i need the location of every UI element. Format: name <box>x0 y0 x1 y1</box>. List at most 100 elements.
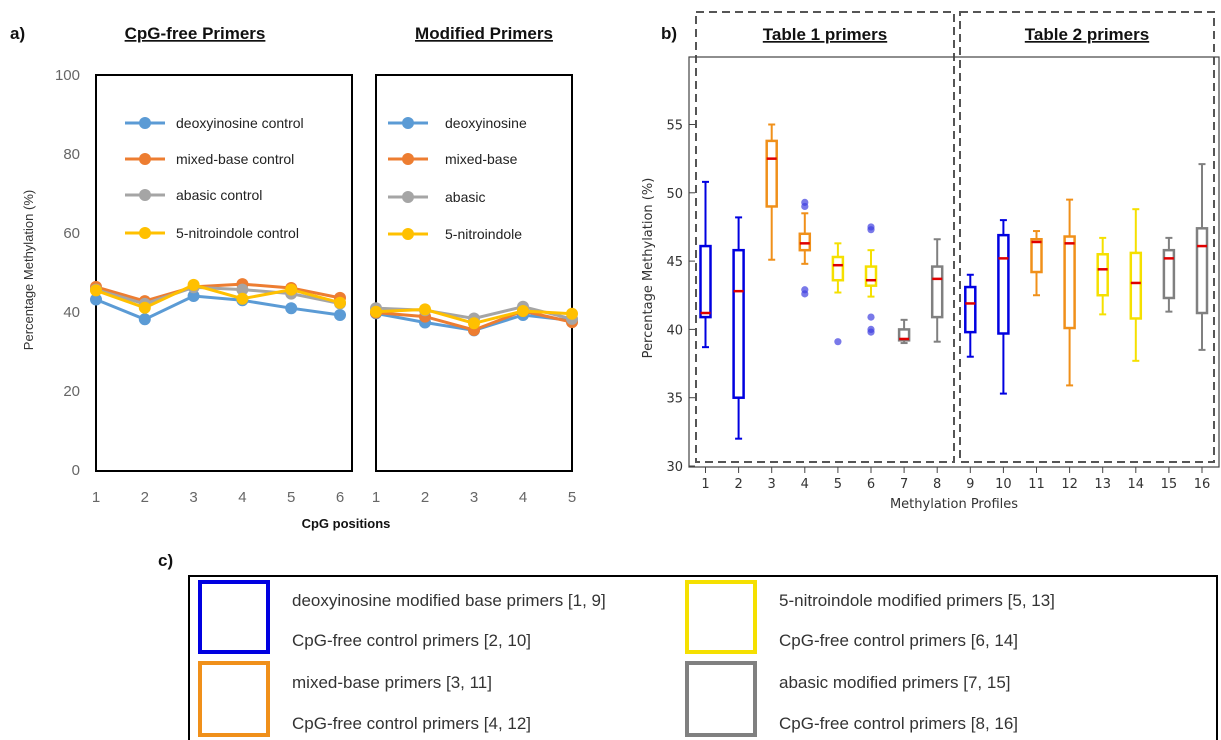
box-profile-16 <box>1195 163 1209 351</box>
x-tick-label: 9 <box>966 477 974 492</box>
data-point <box>236 292 249 305</box>
panel-a-y-axis-label: Percentage Methylation (%) <box>21 190 36 350</box>
x-tick-label: 2 <box>421 489 429 506</box>
legend-marker <box>402 153 414 165</box>
box-profile-9 <box>964 273 977 358</box>
x-tick-label: 16 <box>1194 477 1211 492</box>
legend-marker <box>139 117 151 129</box>
x-tick-label: 5 <box>834 477 842 492</box>
y-tick-label: 0 <box>72 462 80 479</box>
panel-a-right-title: Modified Primers <box>415 24 553 43</box>
panel-c-legend-frame <box>188 575 1218 740</box>
y-tick-label: 35 <box>666 392 683 407</box>
x-tick-label: 3 <box>189 489 197 506</box>
data-point <box>334 296 346 309</box>
series-line <box>95 285 341 306</box>
data-point <box>419 303 431 316</box>
panel-b-x-axis-label: Methylation Profiles <box>890 497 1018 512</box>
box-iqr <box>1030 237 1043 274</box>
box-profile-13 <box>1096 236 1109 316</box>
box-profile-6 <box>864 223 878 336</box>
legend-line-2: CpG-free control primers [2, 10] <box>292 631 531 650</box>
box-iqr <box>1129 251 1143 320</box>
legend-entry-abasic: abasic <box>388 189 485 205</box>
panel-a-x-axis-label: CpG positions <box>302 516 391 531</box>
outlier-point <box>867 313 875 321</box>
box-profile-3 <box>765 123 778 261</box>
table1-group-box <box>695 11 955 463</box>
box-profile-12 <box>1063 198 1076 387</box>
legend-line-2: CpG-free control primers [4, 12] <box>292 714 531 733</box>
box-iqr <box>997 233 1010 335</box>
series-line <box>95 294 341 321</box>
data-point <box>285 283 298 296</box>
x-tick-label: 1 <box>372 489 380 506</box>
legend-entry-5-nitroindole: 5-nitroindole <box>388 226 522 242</box>
legend-entry-mixed-base-control: mixed-base control <box>125 151 294 167</box>
panel-b-y-axis-label: Percentage Methylation (%) <box>641 178 656 359</box>
y-tick-label: 40 <box>63 304 80 321</box>
legend-entry-deoxyinosine: deoxyinosine <box>388 115 527 131</box>
panel-a-left-title: CpG-free Primers <box>125 24 266 43</box>
x-tick-label: 6 <box>336 489 344 506</box>
legend-label: deoxyinosine <box>445 115 527 131</box>
x-tick-label: 10 <box>995 477 1012 492</box>
legend-entry-mixed-base: mixed-base <box>388 151 518 167</box>
legend-label: 5-nitroindole control <box>176 225 299 241</box>
box-profile-8 <box>930 238 944 343</box>
data-point <box>334 309 346 321</box>
legend-entry-5-nitroindole-control: 5-nitroindole control <box>125 225 299 241</box>
box-profile-11 <box>1030 230 1043 297</box>
legend-marker <box>402 117 414 129</box>
box-iqr <box>1162 248 1176 300</box>
legend-swatch <box>685 661 757 737</box>
y-tick-label: 60 <box>63 225 80 242</box>
x-tick-label: 8 <box>933 477 941 492</box>
data-point <box>138 313 151 326</box>
y-tick-label: 20 <box>63 383 80 400</box>
table2-group-box <box>959 11 1215 463</box>
box-profile-5 <box>831 242 845 346</box>
panel-b-plot-frame <box>688 56 1220 468</box>
legend-swatch <box>198 661 270 737</box>
x-tick-label: 2 <box>734 477 742 492</box>
box-profile-2 <box>732 216 745 440</box>
panel-b-y-axis: 30 35 40 45 50 55 <box>666 119 695 475</box>
x-tick-label: 1 <box>701 477 709 492</box>
x-tick-label: 15 <box>1161 477 1178 492</box>
table2-group-title: Table 2 primers <box>1025 25 1149 44</box>
data-point <box>285 302 298 315</box>
y-tick-label: 80 <box>63 146 80 163</box>
data-point <box>90 284 102 297</box>
legend-marker <box>402 228 414 240</box>
box-iqr <box>964 285 977 334</box>
box-iqr <box>798 232 812 252</box>
legend-label: 5-nitroindole <box>445 226 522 242</box>
legend-marker <box>402 191 414 203</box>
box-iqr <box>699 244 712 319</box>
outlier-point <box>867 223 875 231</box>
panel-b-boxes <box>699 123 1209 440</box>
x-tick-label: 1 <box>92 489 100 506</box>
legend-marker <box>139 189 151 201</box>
box-profile-4 <box>798 198 812 298</box>
box-iqr <box>1096 253 1109 297</box>
y-tick-label: 45 <box>666 255 683 270</box>
box-profile-15 <box>1162 236 1176 313</box>
box-iqr <box>765 139 778 208</box>
legend-marker <box>139 227 151 239</box>
legend-entry-abasic-control: abasic control <box>125 187 262 203</box>
box-iqr <box>831 255 845 282</box>
panel-a-x-axis: 1 2 3 4 5 6 1 2 3 4 5 <box>92 489 576 506</box>
data-point <box>370 305 382 318</box>
x-tick-label: 5 <box>568 489 576 506</box>
panel-a-y-axis: 100 80 60 40 20 0 <box>55 67 80 479</box>
x-tick-label: 4 <box>801 477 809 492</box>
box-iqr <box>897 328 911 342</box>
legend-marker <box>139 153 151 165</box>
x-tick-label: 12 <box>1061 477 1078 492</box>
outlier-point <box>801 198 809 206</box>
y-tick-label: 30 <box>666 460 683 475</box>
box-iqr <box>864 265 878 287</box>
legend-label: abasic control <box>176 187 262 203</box>
